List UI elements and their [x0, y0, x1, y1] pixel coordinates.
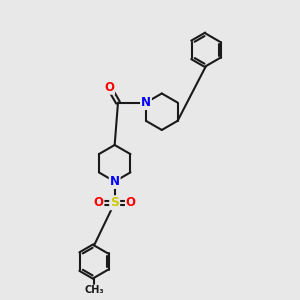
Text: O: O: [94, 196, 103, 209]
Text: N: N: [110, 175, 120, 188]
Text: S: S: [110, 196, 119, 209]
Text: O: O: [126, 196, 136, 209]
Text: N: N: [141, 96, 151, 109]
Text: O: O: [104, 81, 114, 94]
Text: CH₃: CH₃: [84, 285, 104, 295]
